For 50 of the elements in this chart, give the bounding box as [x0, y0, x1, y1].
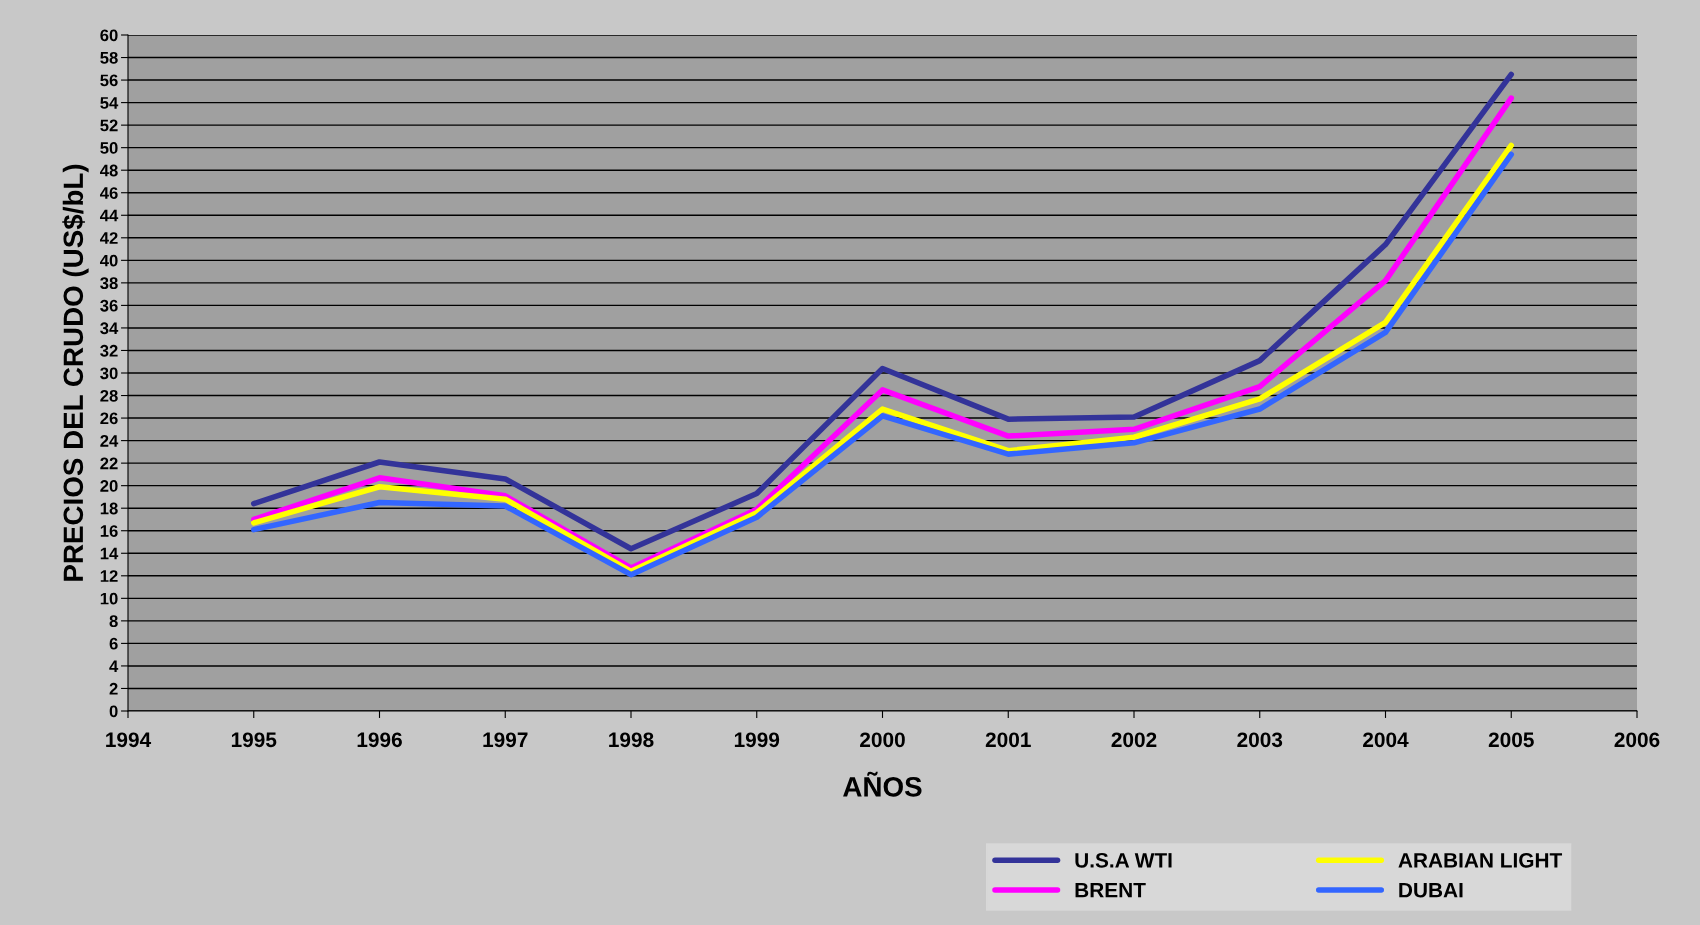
y-tick-label: 52 — [100, 119, 118, 132]
x-tick-label: 1995 — [231, 732, 277, 748]
y-tick-label: 18 — [100, 502, 118, 515]
y-tick-label: 22 — [100, 457, 118, 470]
y-tick-label: 24 — [100, 435, 119, 447]
y-tick-label: 6 — [109, 637, 118, 650]
y-tick-label: 8 — [109, 615, 118, 628]
y-tick-label: 44 — [99, 209, 119, 222]
y-tick-label: 34 — [100, 322, 119, 335]
legend-label: BRENT — [1075, 882, 1146, 898]
y-tick-label: 16 — [100, 525, 118, 537]
x-tick-label: 2002 — [1111, 732, 1157, 748]
y-tick-label: 30 — [100, 367, 118, 380]
y-tick-label: 0 — [109, 705, 118, 718]
y-tick-label: 26 — [100, 412, 118, 425]
x-tick-label: 1997 — [483, 732, 528, 748]
x-tick-label: 2003 — [1237, 732, 1283, 748]
y-tick-label: 12 — [100, 570, 118, 582]
y-tick-label: 60 — [100, 29, 118, 42]
y-tick-label: 48 — [99, 164, 118, 177]
legend-label: U.S.A WTI — [1075, 852, 1172, 868]
y-axis-title: PRECIOS DEL CRUDO (US$/bL) — [62, 164, 89, 581]
x-tick-label: 1994 — [106, 732, 152, 748]
legend-label: DUBAI — [1399, 882, 1463, 898]
y-tick-label: 56 — [100, 74, 118, 87]
x-tick-label: 2001 — [985, 732, 1031, 748]
y-tick-label: 4 — [109, 660, 119, 672]
y-tick-label: 50 — [100, 142, 118, 154]
y-tick-label: 20 — [100, 480, 118, 492]
x-tick-label: 2006 — [1614, 732, 1660, 748]
x-tick-label: 1996 — [357, 732, 402, 748]
y-tick-label: 58 — [100, 51, 118, 64]
x-axis-title: AÑOS — [843, 771, 922, 797]
y-tick-label: 36 — [100, 299, 118, 312]
y-tick-label: 32 — [100, 344, 118, 357]
x-tick-label: 2000 — [860, 732, 905, 748]
x-tick-label: 2005 — [1488, 732, 1534, 748]
y-tick-label: 54 — [100, 97, 119, 109]
y-tick-label: 14 — [100, 547, 119, 560]
y-tick-label: 40 — [99, 254, 118, 267]
y-tick-label: 38 — [100, 277, 118, 290]
y-tick-label: 2 — [109, 682, 118, 695]
x-tick-label: 1999 — [734, 732, 780, 748]
y-tick-label: 42 — [99, 232, 118, 244]
y-tick-label: 10 — [100, 592, 118, 605]
y-tick-label: 46 — [99, 187, 118, 199]
x-tick-label: 1998 — [609, 732, 654, 748]
x-tick-label: 2004 — [1363, 732, 1409, 748]
y-tick-label: 28 — [100, 389, 118, 402]
legend-label: ARABIAN LIGHT — [1398, 852, 1563, 868]
